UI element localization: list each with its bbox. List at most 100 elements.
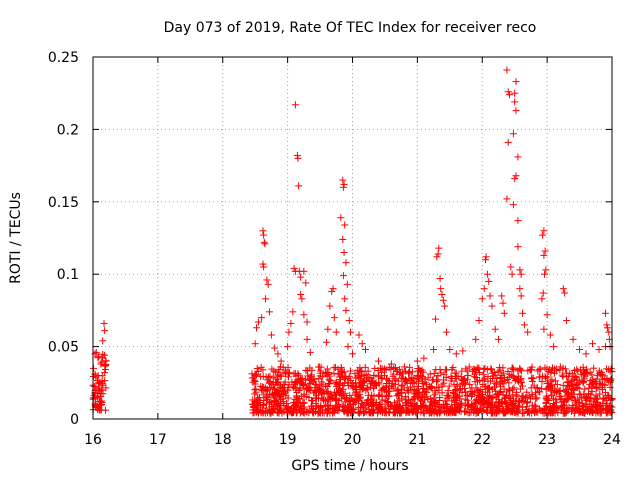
roti-cloud-point xyxy=(531,403,539,411)
roti-cloud-point xyxy=(378,396,386,404)
roti-cloud-point xyxy=(272,394,280,402)
roti-point xyxy=(347,328,355,336)
roti-point xyxy=(254,318,262,326)
roti-cloud-point xyxy=(499,408,507,416)
roti-point xyxy=(92,348,100,356)
roti-cloud-point xyxy=(556,366,564,374)
roti-point xyxy=(481,256,489,264)
roti-point xyxy=(339,183,347,191)
roti-cloud-point xyxy=(471,397,479,405)
roti-cloud-point xyxy=(277,382,285,390)
roti-cloud-point xyxy=(265,379,273,387)
roti-cloud-point xyxy=(489,393,497,401)
roti-cloud-point xyxy=(538,378,546,386)
roti-cloud-point xyxy=(535,373,543,381)
roti-cloud-point xyxy=(468,390,476,398)
roti-cloud-point xyxy=(253,364,261,372)
roti-cloud-point xyxy=(572,374,580,382)
roti-point xyxy=(355,331,363,339)
roti-cloud-point xyxy=(434,372,442,380)
roti-point xyxy=(434,250,442,258)
roti-cloud-point xyxy=(442,374,450,382)
roti-cloud-point xyxy=(483,365,491,373)
roti-cloud-point xyxy=(261,408,269,416)
roti-point xyxy=(432,315,440,323)
roti-cloud-point xyxy=(545,367,553,375)
roti-cloud-point xyxy=(412,387,420,395)
roti-cloud-point xyxy=(414,367,422,375)
roti-cloud-point xyxy=(570,380,578,388)
roti-cloud-point xyxy=(357,372,365,380)
roti-cloud-point xyxy=(340,374,348,382)
roti-cloud-point xyxy=(251,390,259,398)
roti-point xyxy=(287,319,295,327)
roti-cloud-point xyxy=(483,388,491,396)
roti-cloud-point xyxy=(485,395,493,403)
roti-cloud-point xyxy=(315,407,323,415)
roti-cloud-point xyxy=(402,377,410,385)
roti-cloud-point xyxy=(331,404,339,412)
roti-point xyxy=(339,272,347,280)
roti-cloud-point xyxy=(438,383,446,391)
roti-point xyxy=(430,345,438,353)
roti-cloud-point xyxy=(271,385,279,393)
roti-cloud-point xyxy=(438,389,446,397)
roti-cloud-point xyxy=(580,409,588,417)
roti-cloud-point xyxy=(428,409,436,417)
roti-cloud-point xyxy=(378,407,386,415)
roti-cloud-point xyxy=(590,406,598,414)
roti-cloud-point xyxy=(417,404,425,412)
roti-cloud-point xyxy=(450,390,458,398)
y-axis-label: ROTI / TECUs xyxy=(8,192,24,284)
roti-cloud-point xyxy=(492,394,500,402)
x-tick-label: 18 xyxy=(214,432,232,448)
roti-cloud-point xyxy=(509,373,517,381)
roti-cloud-point xyxy=(344,382,352,390)
roti-point xyxy=(337,214,345,222)
roti-point xyxy=(439,296,447,304)
roti-cloud-point xyxy=(99,354,107,362)
roti-cloud-point xyxy=(551,377,559,385)
roti-cloud-point xyxy=(297,376,305,384)
roti-cloud-point xyxy=(523,399,531,407)
roti-cloud-point xyxy=(343,395,351,403)
roti-point xyxy=(303,318,311,326)
roti-point xyxy=(509,201,517,209)
roti-point xyxy=(341,221,349,229)
roti-point xyxy=(435,244,443,252)
roti-point xyxy=(589,340,597,348)
roti-cloud-point xyxy=(424,406,432,414)
roti-point xyxy=(491,325,499,333)
roti-cloud-point xyxy=(90,364,98,372)
roti-point xyxy=(345,317,353,325)
roti-cloud-point xyxy=(391,363,399,371)
roti-point xyxy=(500,309,508,317)
roti-cloud-point xyxy=(451,369,459,377)
roti-cloud-point xyxy=(516,364,524,372)
y-tick-label: 0 xyxy=(70,412,79,428)
roti-cloud-point xyxy=(101,365,109,373)
roti-cloud-point xyxy=(312,400,320,408)
roti-cloud-point xyxy=(259,366,267,374)
roti-cloud-point xyxy=(390,364,398,372)
roti-cloud-point xyxy=(395,405,403,413)
roti-cloud-point xyxy=(409,379,417,387)
roti-cloud-point xyxy=(502,407,510,415)
roti-cloud-point xyxy=(449,364,457,372)
roti-cloud-point xyxy=(401,375,409,383)
roti-point xyxy=(95,353,103,361)
roti-point xyxy=(518,309,526,317)
roti-cloud-point xyxy=(260,391,268,399)
roti-point xyxy=(486,292,494,300)
roti-cloud-point xyxy=(429,376,437,384)
roti-cloud-point xyxy=(268,365,276,373)
roti-point xyxy=(332,328,340,336)
roti-cloud-point xyxy=(556,386,564,394)
roti-cloud-point xyxy=(413,378,421,386)
roti-cloud-point xyxy=(489,375,497,383)
roti-cloud-point xyxy=(260,401,268,409)
x-tick-label: 17 xyxy=(149,432,167,448)
roti-point xyxy=(538,295,546,303)
roti-cloud-point xyxy=(424,374,432,382)
roti-cloud-point xyxy=(352,379,360,387)
